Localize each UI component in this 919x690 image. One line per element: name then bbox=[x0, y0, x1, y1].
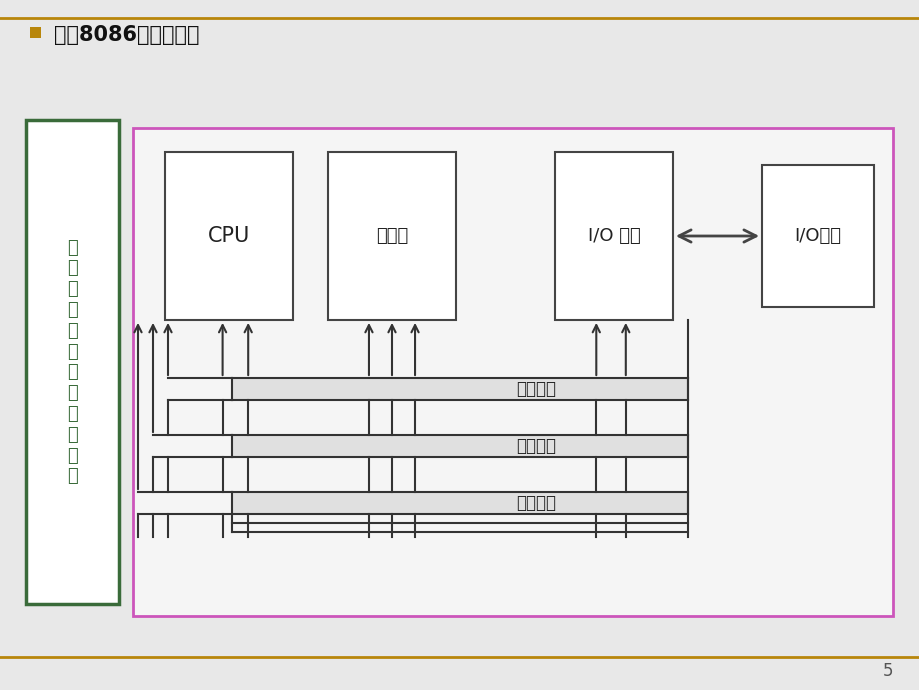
Bar bbox=[165, 152, 292, 320]
Text: 数据总线: 数据总线 bbox=[516, 494, 555, 512]
Text: CPU: CPU bbox=[208, 226, 250, 246]
Text: 控制总线: 控制总线 bbox=[516, 380, 555, 398]
Text: 二、8086的寻址方式: 二、8086的寻址方式 bbox=[54, 25, 199, 45]
Bar bbox=[232, 378, 687, 400]
Bar bbox=[30, 27, 41, 38]
Bar bbox=[232, 435, 687, 457]
Bar bbox=[328, 152, 456, 320]
Text: 操
作
数
有
三
种
可
能
存
放
方
式: 操 作 数 有 三 种 可 能 存 放 方 式 bbox=[67, 239, 78, 485]
Text: 存储器: 存储器 bbox=[376, 227, 408, 245]
Bar bbox=[554, 152, 673, 320]
Bar bbox=[26, 120, 119, 604]
Bar bbox=[232, 492, 687, 514]
Text: 地址总线: 地址总线 bbox=[516, 437, 555, 455]
Bar bbox=[761, 165, 873, 307]
Bar bbox=[133, 128, 892, 616]
Text: I/O设备: I/O设备 bbox=[794, 227, 841, 245]
Text: 5: 5 bbox=[881, 662, 892, 680]
Text: I/O 接口: I/O 接口 bbox=[587, 227, 640, 245]
